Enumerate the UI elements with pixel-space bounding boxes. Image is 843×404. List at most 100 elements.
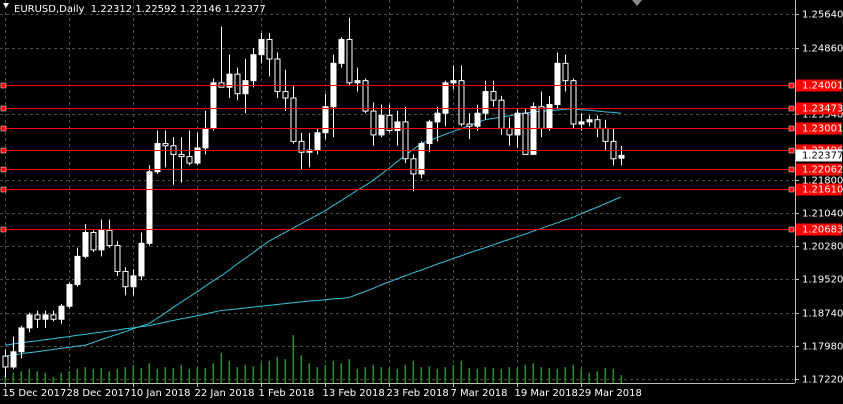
candle-body: [178, 153, 185, 158]
volume-bar: [36, 371, 38, 383]
candle-body: [618, 154, 625, 159]
candle-body: [362, 80, 369, 112]
volume-bar: [588, 373, 590, 383]
candle-body: [514, 112, 521, 136]
level-marker-right: [788, 186, 795, 193]
candle-body: [210, 82, 217, 129]
menu-triangle[interactable]: [3, 3, 9, 8]
shift-marker[interactable]: [632, 0, 642, 6]
moving-average: [4, 196, 622, 346]
volume-bar: [188, 369, 190, 383]
x-tick-label: 28 Dec 2017: [67, 388, 131, 399]
volume-bar: [204, 368, 206, 383]
volume-bar: [572, 365, 574, 383]
candle-body: [114, 245, 121, 273]
level-marker-left: [0, 166, 7, 173]
candle-body: [378, 114, 385, 136]
candle-body: [482, 91, 489, 114]
candle-body: [234, 73, 241, 95]
candle-body: [354, 80, 361, 84]
candle-body: [474, 112, 481, 127]
x-tick-label: 29 Mar 2018: [579, 388, 642, 399]
candle-body: [122, 271, 129, 288]
volume-bar: [196, 367, 198, 383]
candle-body: [442, 82, 449, 114]
volume-bar: [12, 373, 14, 383]
volume-bar: [516, 368, 518, 383]
level-label-box: [796, 223, 842, 236]
volume-bar: [20, 371, 22, 383]
candle-body: [162, 143, 169, 147]
candle-body: [242, 80, 249, 95]
volume-bar: [372, 365, 374, 383]
level-marker-right: [788, 82, 795, 89]
y-tick-label: 1.17980: [802, 342, 843, 353]
candle-body: [586, 119, 593, 123]
candle-body: [82, 231, 89, 257]
level-marker-right: [788, 226, 795, 233]
volume-bar: [260, 363, 262, 383]
level-marker-left: [0, 147, 7, 154]
volume-bar: [28, 369, 30, 383]
volume-bar: [140, 368, 142, 383]
y-tick-label: 1.19520: [802, 275, 843, 286]
candle-body: [42, 314, 49, 320]
candle-body: [194, 147, 201, 164]
candle-body: [202, 127, 209, 149]
x-tick-label: 19 Mar 2018: [515, 388, 578, 399]
volume-bar: [124, 367, 126, 383]
volume-bar: [620, 375, 622, 383]
level-label: 1.23473: [802, 104, 843, 115]
volume-bar: [284, 359, 286, 383]
volume-bar: [524, 365, 526, 383]
candle-body: [18, 327, 25, 353]
volume-bar: [428, 366, 430, 383]
candle-body: [146, 171, 153, 244]
candle-body: [34, 314, 41, 320]
volume-bar: [380, 367, 382, 383]
volume-bar: [236, 367, 238, 383]
y-tick-label: 1.21800: [802, 176, 843, 187]
candle-body: [106, 229, 113, 247]
candle-body: [562, 62, 569, 82]
candle-body: [226, 73, 233, 88]
chart-title: EURUSD,Daily 1.22312 1.22592 1.22146 1.2…: [14, 4, 266, 15]
candle-body: [66, 284, 73, 307]
volume-bar: [444, 367, 446, 383]
candle-body: [346, 38, 353, 84]
level-marker-left: [0, 105, 7, 112]
level-marker-right: [788, 125, 795, 132]
volume-bar: [4, 375, 6, 383]
candle-body: [250, 54, 257, 82]
volume-bar: [148, 363, 150, 383]
volume-bar: [436, 369, 438, 383]
candle-body: [554, 62, 561, 106]
level-marker-left: [0, 186, 7, 193]
candle-body: [402, 121, 409, 160]
x-tick-label: 15 Dec 2017: [3, 388, 67, 399]
y-tick-label: 1.24860: [802, 44, 843, 55]
level-marker-left: [0, 125, 7, 132]
volume-bar: [532, 363, 534, 383]
volume-bar: [604, 368, 606, 383]
candle-body: [506, 127, 513, 136]
x-tick-label: 7 Mar 2018: [451, 388, 508, 399]
volume-bar: [44, 373, 46, 383]
volume-bar: [612, 369, 614, 383]
y-tick-label: 1.21040: [802, 209, 843, 220]
volume-bar: [244, 365, 246, 383]
candle-body: [570, 80, 577, 125]
volume-bar: [252, 366, 254, 383]
volume-bar: [180, 365, 182, 383]
volume-bar: [132, 365, 134, 383]
volume-bar: [412, 361, 414, 383]
volume-bar: [540, 367, 542, 383]
volume-bar: [508, 367, 510, 383]
volume-bar: [100, 368, 102, 383]
candle-body: [450, 80, 457, 84]
candle-body: [338, 38, 345, 64]
candle-body: [578, 121, 585, 125]
candle-body: [490, 91, 497, 101]
